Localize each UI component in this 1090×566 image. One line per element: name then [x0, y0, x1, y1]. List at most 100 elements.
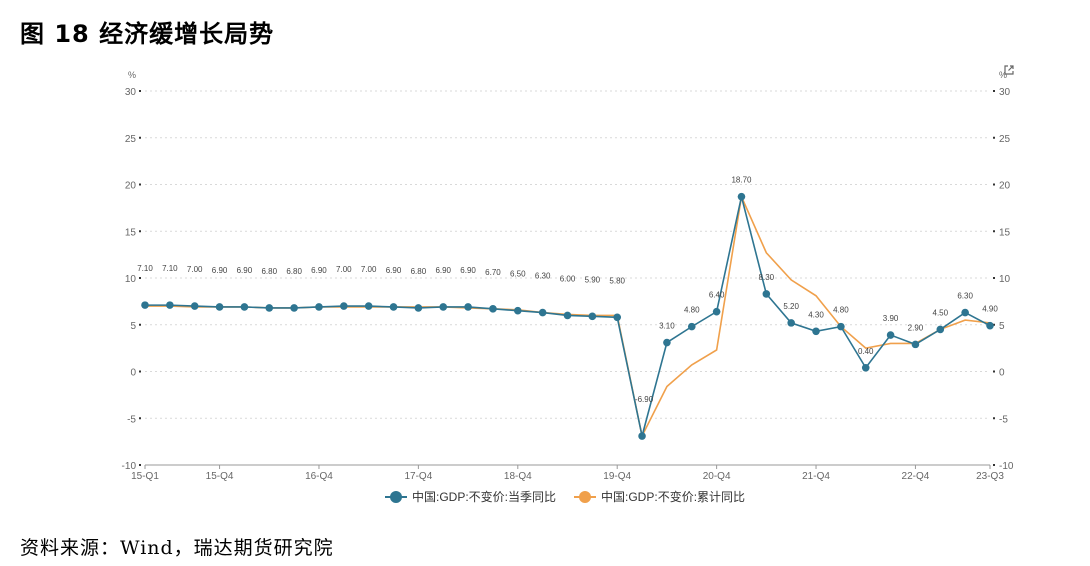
legend-item-quarterly[interactable]: 中国:GDP:不变价:当季同比 — [385, 488, 556, 505]
y-tick-mark-left — [139, 464, 141, 466]
y-tick-label-left: 10 — [125, 274, 137, 285]
y-tick-label-right: 20 — [999, 181, 1011, 192]
data-point-quarterly — [911, 340, 920, 349]
y-tick-mark-left — [139, 230, 141, 233]
data-point-quarterly — [538, 308, 547, 317]
x-tick-label: 17-Q4 — [404, 471, 432, 482]
data-label-quarterly: 7.10 — [162, 264, 178, 273]
data-point-quarterly — [240, 303, 249, 311]
data-point-quarterly — [315, 303, 323, 311]
legend-label-cumulative: 中国:GDP:不变价:累计同比 — [601, 490, 746, 504]
legend-swatch-quarterly — [385, 490, 407, 503]
data-label-quarterly: 6.00 — [560, 274, 576, 283]
data-point-quarterly — [439, 303, 448, 311]
y-tick-mark-left — [139, 183, 141, 186]
y-tick-mark-left — [139, 370, 141, 373]
data-label-quarterly: 6.30 — [535, 272, 551, 281]
data-label-quarterly: -6.90 — [635, 395, 654, 404]
y-tick-label-left: 20 — [125, 181, 137, 192]
data-label-quarterly: 6.80 — [411, 267, 427, 276]
gdp-line-chart: -10 -10 -5 -5 0 0 5 5 10 10 15 15 20 20 25 25 30 30%% 15-Q… — [0, 60, 1090, 510]
source-note: 资料来源：Wind，瑞达期货研究院 — [20, 537, 334, 559]
data-point-quarterly — [613, 313, 622, 322]
data-label-quarterly: 5.20 — [783, 302, 799, 311]
data-label-quarterly: 4.50 — [933, 308, 949, 317]
data-point-quarterly — [886, 331, 895, 339]
figure-title: 图 18 经济缓增长局势 — [20, 20, 275, 48]
data-label-quarterly: 7.00 — [361, 265, 377, 274]
y-tick-mark-right — [993, 277, 995, 279]
data-point-quarterly — [489, 305, 497, 313]
y-tick-label-left: 0 — [130, 368, 136, 379]
data-label-quarterly: 3.90 — [883, 314, 899, 323]
data-point-quarterly — [837, 322, 845, 331]
data-point-quarterly — [936, 325, 945, 334]
y-tick-label-left: 5 — [130, 321, 136, 332]
data-label-quarterly: 6.80 — [261, 267, 277, 276]
x-tick-label: 16-Q4 — [305, 471, 333, 482]
data-label-quarterly: 7.00 — [187, 265, 203, 274]
y-tick-mark-left — [139, 136, 141, 139]
data-label-quarterly: 6.50 — [510, 270, 526, 279]
data-label-quarterly: 18.70 — [731, 176, 752, 185]
data-point-quarterly — [687, 322, 696, 331]
y-tick-mark-left — [139, 90, 141, 92]
legend-label-quarterly: 中国:GDP:不变价:当季同比 — [412, 490, 557, 504]
y-tick-mark-left — [139, 277, 141, 279]
data-label-quarterly: 5.80 — [609, 276, 625, 285]
y-tick-label-left: 30 — [125, 87, 137, 98]
x-tick-label: 19-Q4 — [603, 471, 631, 482]
x-tick-label: 15-Q4 — [206, 471, 234, 482]
y-tick-label-right: 10 — [999, 274, 1011, 285]
y-unit-right: % — [999, 70, 1007, 80]
data-label-quarterly: 6.90 — [460, 266, 476, 275]
y-tick-label-right: 5 — [999, 321, 1005, 332]
data-label-quarterly: 8.30 — [759, 273, 775, 282]
y-tick-label-right: 15 — [999, 227, 1011, 238]
data-point-quarterly — [290, 304, 298, 312]
y-tick-label-right: 25 — [999, 134, 1011, 145]
data-point-quarterly — [663, 338, 671, 347]
chart-canvas: -10 -10 -5 -5 0 0 5 5 10 10 15 15 20 20 25 25 30 30% % 15-Q… — [122, 70, 1014, 482]
y-tick-mark-right — [993, 370, 995, 373]
data-label-quarterly: 7.10 — [137, 264, 153, 273]
data-point-quarterly — [364, 302, 373, 310]
data-label-quarterly: 6.70 — [485, 268, 501, 277]
data-point-quarterly — [638, 432, 646, 440]
x-tick-label: 23-Q3 — [976, 471, 1004, 482]
data-point-quarterly — [787, 319, 795, 327]
y-tick-mark-right — [993, 230, 995, 233]
x-tick-label: 22-Q4 — [902, 471, 930, 482]
y-tick-mark-right — [993, 417, 995, 420]
y-tick-label-right: -5 — [999, 414, 1008, 425]
data-label-quarterly: 4.90 — [982, 305, 998, 314]
y-tick-mark-right — [993, 90, 995, 92]
data-label-quarterly: 5.90 — [585, 275, 601, 284]
y-tick-mark-right — [993, 136, 995, 139]
x-tick-label: 15-Q1 — [131, 471, 159, 482]
y-tick-mark-right — [993, 183, 995, 186]
y-tick-label-left: -10 — [122, 461, 137, 472]
export-icon[interactable] — [1003, 64, 1015, 76]
data-label-quarterly: 6.90 — [386, 266, 402, 275]
data-label-quarterly: 2.90 — [908, 323, 924, 332]
y-unit-left: % — [128, 70, 136, 80]
data-point-quarterly — [986, 321, 994, 330]
y-tick-label-right: 30 — [999, 87, 1011, 98]
data-label-quarterly: 7.00 — [336, 265, 352, 274]
y-tick-mark-right — [993, 323, 995, 326]
x-tick-label: 20-Q4 — [703, 471, 731, 482]
data-point-quarterly — [513, 306, 522, 315]
data-point-quarterly — [712, 307, 721, 316]
data-point-quarterly — [861, 363, 870, 372]
data-label-quarterly: 4.80 — [684, 306, 700, 315]
legend-item-cumulative[interactable]: 中国:GDP:不变价:累计同比 — [574, 488, 745, 505]
data-label-quarterly: 6.90 — [212, 266, 228, 275]
y-tick-mark-right — [993, 464, 995, 466]
data-point-quarterly — [265, 304, 274, 312]
data-point-quarterly — [215, 303, 224, 311]
chart-legend: 中国:GDP:不变价:当季同比 中国:GDP:不变价:累计同比 — [385, 488, 745, 505]
data-point-quarterly — [961, 308, 969, 317]
y-tick-mark-left — [139, 417, 141, 420]
data-point-quarterly — [812, 327, 820, 336]
